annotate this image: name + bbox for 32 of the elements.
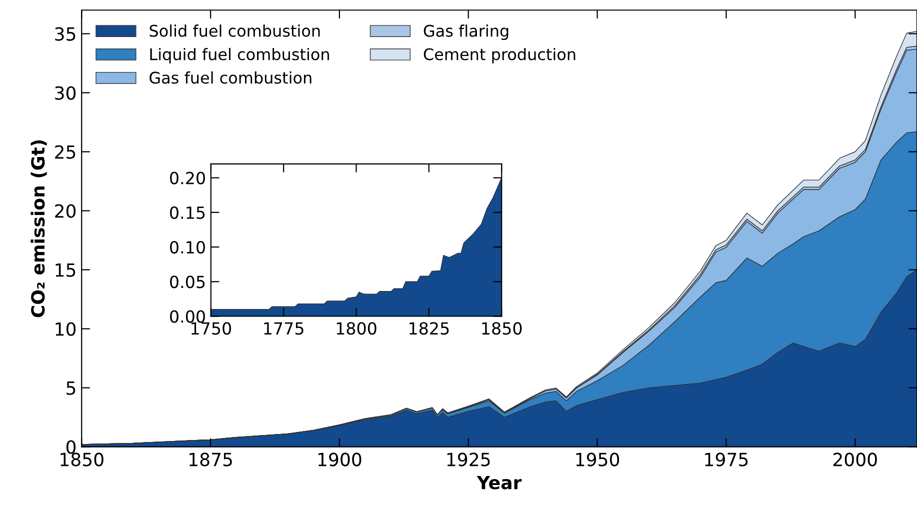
x-tick-label: 1975 [705,452,748,466]
x-tick-label: 1775 [264,322,304,335]
y-tick-label: 5 [66,381,76,395]
x-tick-label: 1875 [190,452,232,466]
x-tick-label: 2000 [833,452,877,466]
x-tick-label: 1750 [192,322,232,335]
x-tick-label: 1850 [60,452,104,466]
y-axis-title: CO₂ emission (Gt) [30,140,47,318]
y-tick-label: 30 [55,86,76,100]
y-tick-label: 10 [56,322,76,336]
x-tick-label: 1800 [336,322,376,335]
y-tick-label: 0 [66,440,76,454]
y-tick-label: 0.05 [170,276,205,288]
x-tick-label: 1925 [447,452,490,466]
x-tick-label: 1825 [410,322,449,335]
x-tick-label: 1900 [318,452,362,466]
y-tick-label: 35 [55,27,76,41]
y-tick-label: 25 [55,145,76,159]
legend-label: Cement production [424,48,576,64]
legend-label: Solid fuel combustion [150,24,320,37]
y-tick-label: 0.20 [170,172,205,184]
y-tick-label: 0.00 [170,310,205,323]
legend-label: Liquid fuel combustion [150,48,329,64]
legend-label: Gas flaring [424,24,508,40]
x-tick-label: 1850 [482,322,522,335]
y-tick-label: 15 [56,263,76,277]
y-tick-label: 0.10 [170,240,205,254]
x-axis-title: Year [476,476,522,490]
legend-label: Gas fuel combustion [150,71,312,84]
x-tick-label: 1950 [576,452,620,466]
y-tick-label: 20 [55,204,76,218]
y-tick-label: 0.15 [170,206,205,219]
